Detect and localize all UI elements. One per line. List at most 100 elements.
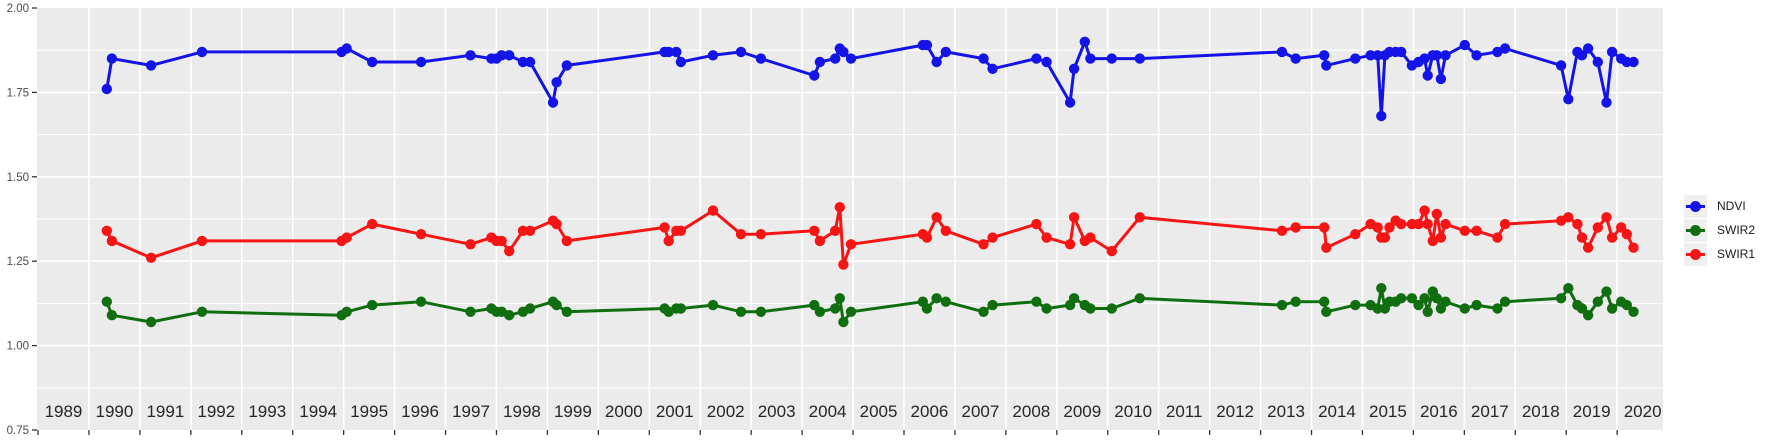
series-point-swir2 [415, 296, 427, 307]
series-point-swir2 [1276, 299, 1288, 311]
series-point-ndvi [830, 53, 841, 64]
series-point-swir2 [1499, 296, 1511, 307]
legend-key-ndvi-icon [1684, 194, 1707, 218]
series-point-swir1 [1601, 212, 1612, 223]
x-year-label: 2011 [1166, 402, 1203, 421]
series-point-swir1 [1396, 218, 1407, 230]
legend-label-ndvi: NDVI [1717, 199, 1746, 213]
series-point-swir2 [196, 306, 208, 317]
series-point-ndvi [465, 50, 476, 61]
series-point-swir2 [504, 310, 515, 321]
series-point-swir1 [496, 235, 507, 247]
series-point-ndvi [1276, 46, 1288, 58]
series-point-swir1 [1471, 225, 1482, 236]
series-point-ndvi [931, 56, 942, 68]
series-point-swir2 [1406, 293, 1418, 304]
series-point-swir2 [1290, 296, 1301, 307]
series-point-ndvi [341, 43, 352, 54]
series-point-swir2 [1440, 296, 1451, 307]
series-point-swir2 [845, 306, 857, 317]
series-point-swir2 [1396, 293, 1407, 304]
series-point-swir1 [1440, 218, 1451, 230]
series-point-ndvi [675, 56, 687, 68]
y-tick-label: 2.00 [7, 3, 29, 15]
legend-item-swir2: SWIR2 [1684, 218, 1755, 242]
series-point-swir2 [978, 306, 989, 317]
series-point-ndvi [1628, 56, 1639, 68]
series-point-ndvi [367, 56, 378, 68]
x-year-label: 2016 [1420, 402, 1458, 421]
series-point-ndvi [1319, 50, 1330, 61]
series-point-ndvi [1031, 53, 1042, 64]
x-year-label: 2009 [1063, 402, 1101, 421]
series-point-swir1 [1276, 225, 1288, 236]
series-point-ndvi [921, 39, 933, 51]
series-point-swir1 [663, 235, 674, 247]
series-point-swir2 [1459, 303, 1471, 314]
series-point-swir1 [1384, 222, 1395, 233]
series-point-ndvi [1134, 53, 1146, 64]
series-point-swir2 [465, 306, 476, 317]
series-point-ndvi [1079, 36, 1091, 47]
series-point-swir1 [1582, 242, 1594, 253]
series-point-swir2 [1471, 299, 1482, 311]
series-point-swir2 [1628, 306, 1639, 317]
series-point-swir1 [145, 252, 157, 263]
series-point-ndvi [735, 46, 747, 58]
series-point-swir1 [1085, 232, 1096, 243]
series-point-swir1 [1106, 245, 1118, 257]
series-point-swir2 [561, 306, 572, 317]
series-point-swir1 [1419, 205, 1430, 216]
series-point-ndvi [1372, 50, 1383, 61]
series-point-ndvi [1068, 63, 1080, 74]
series-point-swir2 [1413, 299, 1424, 311]
series-point-swir1 [1134, 212, 1146, 223]
series-point-swir1 [1379, 232, 1391, 243]
series-point-swir1 [504, 245, 515, 257]
series-point-swir2 [1601, 286, 1612, 297]
series-point-swir2 [367, 299, 378, 311]
y-tick-label: 1.00 [7, 341, 29, 353]
x-year-label: 2020 [1624, 402, 1662, 421]
series-point-swir2 [1621, 299, 1633, 311]
series-point-ndvi [547, 97, 559, 108]
series-point-ndvi [1106, 53, 1118, 64]
series-point-swir2 [1606, 303, 1618, 314]
series-point-swir2 [675, 303, 687, 314]
series-point-swir2 [1492, 303, 1503, 314]
series-point-ndvi [1431, 50, 1443, 61]
series-point-ndvi [978, 53, 989, 64]
series-point-ndvi [1499, 43, 1511, 54]
series-point-swir1 [735, 229, 747, 240]
legend-key-swir2-icon [1684, 218, 1707, 242]
series-point-ndvi [1555, 60, 1567, 71]
series-point-ndvi [106, 53, 118, 64]
series-point-swir2 [834, 293, 845, 304]
series-point-ndvi [1396, 46, 1407, 58]
series-point-swir1 [931, 212, 942, 223]
series-point-swir1 [1628, 242, 1639, 253]
series-point-swir2 [1085, 303, 1096, 314]
series-point-swir1 [1041, 232, 1052, 243]
x-year-label: 1999 [554, 402, 592, 421]
series-point-ndvi [504, 50, 515, 61]
series-point-ndvi [524, 56, 536, 68]
series-point-swir2 [838, 316, 849, 328]
series-point-ndvi [663, 46, 674, 58]
series-point-swir1 [1592, 222, 1604, 233]
series-point-ndvi [987, 63, 998, 74]
series-point-ndvi [671, 46, 682, 58]
series-point-ndvi [496, 50, 507, 61]
series-point-ndvi [1592, 56, 1604, 68]
x-year-label: 1998 [503, 402, 541, 421]
series-point-swir1 [1290, 222, 1301, 233]
series-point-swir1 [755, 229, 767, 240]
series-point-ndvi [1064, 97, 1076, 108]
series-point-ndvi [196, 46, 208, 58]
series-point-swir1 [1431, 208, 1443, 220]
series-point-swir1 [415, 229, 427, 240]
series-point-ndvi [809, 70, 820, 81]
series-point-swir2 [1134, 293, 1146, 304]
legend: NDVI SWIR2 SWIR1 [1684, 194, 1755, 266]
series-point-swir1 [1372, 222, 1383, 233]
